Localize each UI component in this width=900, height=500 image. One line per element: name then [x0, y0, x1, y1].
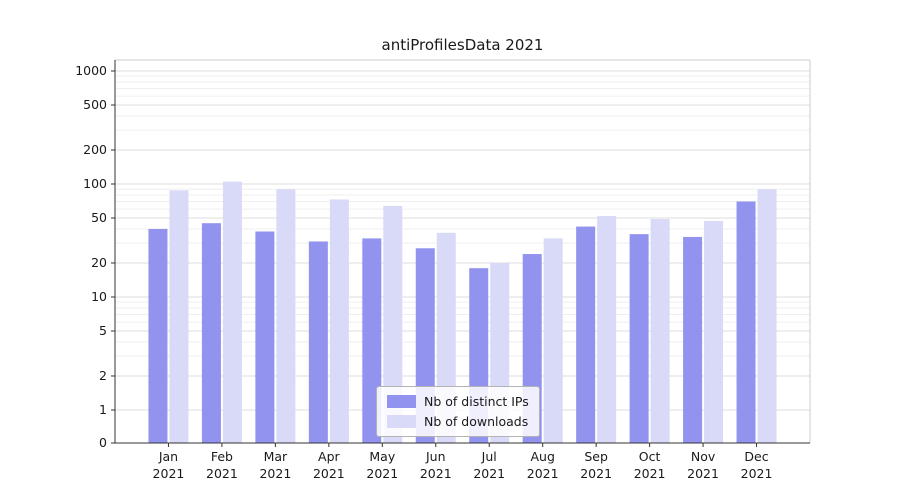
y-tick-label-2: 2 [99, 368, 107, 383]
x-tick-label-year-dec: 2021 [741, 466, 773, 481]
legend-item-distinct-ips: Nb of distinct IPs [387, 394, 529, 409]
x-tick-label-year-mar: 2021 [259, 466, 291, 481]
x-tick-label-month-sep: Sep [584, 449, 608, 464]
bar-distinct-ips-sep [576, 226, 596, 443]
x-tick-label-year-oct: 2021 [634, 466, 666, 481]
x-tick-label-year-nov: 2021 [687, 466, 719, 481]
legend: Nb of distinct IPs Nb of downloads [376, 386, 540, 437]
bar-distinct-ips-nov [683, 236, 703, 443]
legend-label-distinct-ips: Nb of distinct IPs [424, 394, 529, 409]
bar-downloads-nov [704, 221, 724, 443]
bar-downloads-sep [597, 216, 617, 443]
bar-downloads-may [383, 205, 403, 443]
x-tick-label-year-sep: 2021 [580, 466, 612, 481]
legend-swatch-downloads [387, 415, 416, 428]
bar-downloads-mar [276, 189, 296, 443]
x-tick-label-year-aug: 2021 [527, 466, 559, 481]
x-tick-label-month-jan: Jan [158, 449, 178, 464]
bar-downloads-dec [757, 189, 777, 443]
x-tick-label-month-nov: Nov [691, 449, 716, 464]
bar-downloads-apr [329, 199, 349, 443]
x-tick-label-month-oct: Oct [639, 449, 661, 464]
x-tick-label-month-aug: Aug [530, 449, 554, 464]
y-tick-label-20: 20 [91, 255, 107, 270]
bar-distinct-ips-mar [255, 231, 275, 443]
x-tick-label-month-dec: Dec [744, 449, 768, 464]
y-tick-label-0: 0 [99, 435, 107, 450]
y-tick-label-500: 500 [83, 97, 107, 112]
y-tick-label-5: 5 [99, 323, 107, 338]
bar-downloads-jan [169, 190, 189, 443]
y-tick-label-1000: 1000 [75, 63, 107, 78]
x-tick-label-month-jun: Jun [425, 449, 446, 464]
x-tick-label-month-apr: Apr [318, 449, 340, 464]
chart-title: antiProfilesData 2021 [381, 36, 544, 54]
x-tick-label-month-feb: Feb [211, 449, 233, 464]
x-tick-label-month-jul: Jul [481, 449, 497, 464]
y-tick-label-100: 100 [83, 176, 107, 191]
y-tick-label-1: 1 [99, 402, 107, 417]
bar-distinct-ips-oct [629, 234, 649, 443]
bar-distinct-ips-dec [736, 201, 756, 443]
bar-downloads-oct [650, 219, 670, 443]
legend-swatch-distinct-ips [387, 395, 416, 408]
x-tick-label-month-may: May [369, 449, 395, 464]
x-tick-label-year-jan: 2021 [153, 466, 185, 481]
x-tick-label-year-feb: 2021 [206, 466, 238, 481]
bar-distinct-ips-feb [201, 223, 221, 443]
y-tick-label-10: 10 [91, 289, 107, 304]
bar-downloads-aug [543, 238, 563, 443]
bar-distinct-ips-apr [308, 241, 328, 443]
legend-item-downloads: Nb of downloads [387, 414, 529, 429]
x-tick-label-month-mar: Mar [264, 449, 288, 464]
legend-label-downloads: Nb of downloads [424, 414, 529, 429]
bar-distinct-ips-jan [148, 228, 168, 443]
bar-downloads-feb [222, 181, 242, 444]
x-tick-label-year-apr: 2021 [313, 466, 345, 481]
x-tick-label-year-may: 2021 [366, 466, 398, 481]
y-tick-label-200: 200 [83, 142, 107, 157]
x-tick-label-year-jun: 2021 [420, 466, 452, 481]
x-tick-label-year-jul: 2021 [473, 466, 505, 481]
y-tick-label-50: 50 [91, 210, 107, 225]
